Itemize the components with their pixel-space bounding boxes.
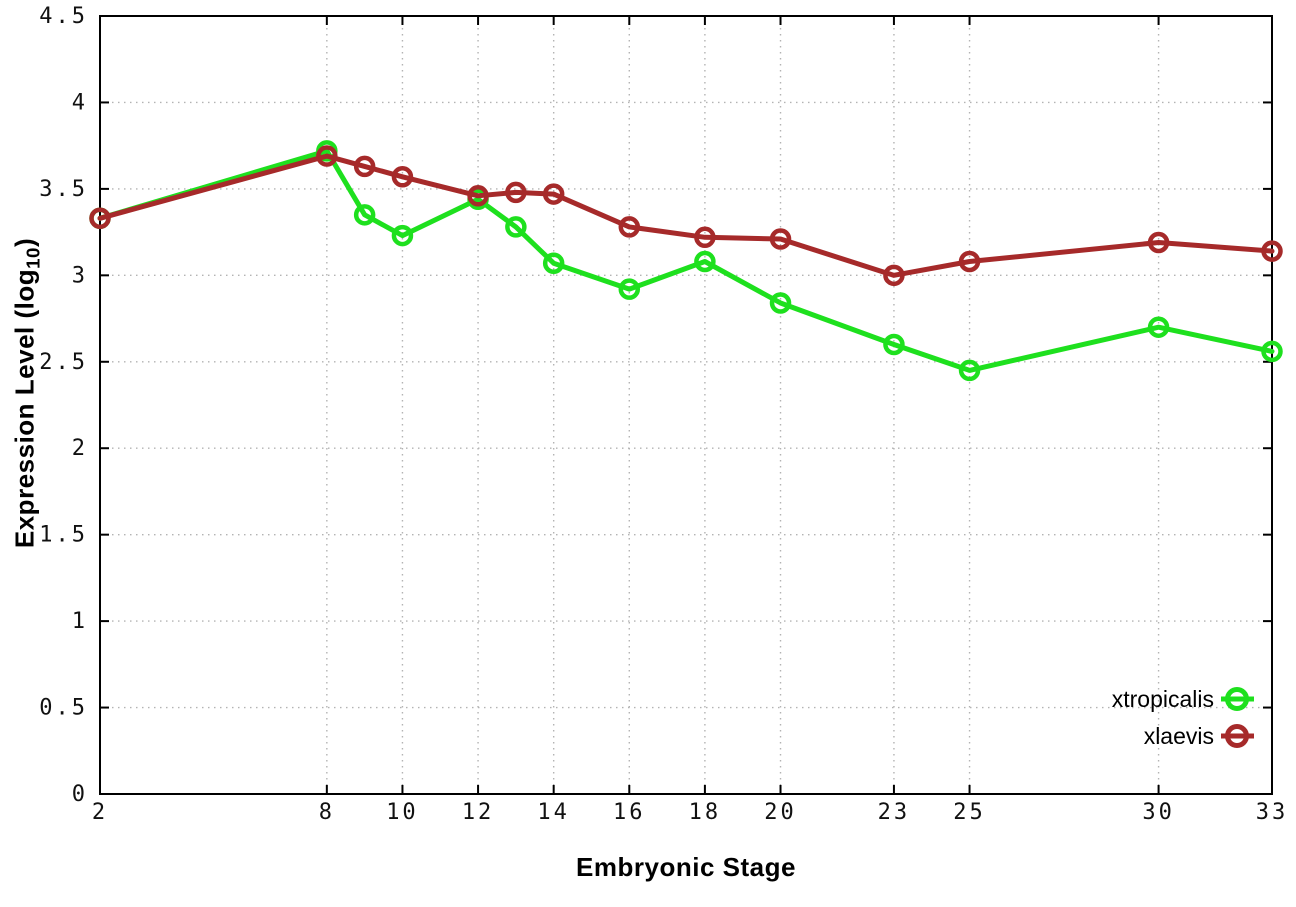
y-tick-label: 1.5: [39, 523, 88, 548]
x-tick-label: 12: [462, 800, 495, 825]
y-tick-label: 4.5: [39, 4, 88, 29]
legend-label-xtropicalis: xtropicalis: [1112, 686, 1214, 712]
data-point-xlaevis: [1147, 231, 1170, 254]
data-point-xtropicalis: [694, 250, 716, 273]
legend-marker-xlaevis: [1225, 724, 1249, 748]
data-point-xtropicalis: [505, 216, 527, 238]
x-tick-label: 25: [953, 800, 986, 825]
y-axis-title-text: Expression Level (log: [9, 268, 40, 549]
data-point-xlaevis: [316, 145, 338, 167]
x-tick-label: 33: [1256, 800, 1289, 825]
y-tick-label: 1: [72, 609, 88, 634]
data-point-xlaevis: [1261, 240, 1283, 262]
y-axis-title-subscript: 10: [22, 247, 44, 269]
y-tick-label: 3.5: [39, 177, 88, 202]
data-point-xlaevis: [467, 185, 489, 207]
data-point-xtropicalis: [883, 333, 905, 356]
legend-label-xlaevis: xlaevis: [1144, 723, 1214, 749]
y-tick-label: 2.5: [39, 350, 88, 375]
data-point-xtropicalis: [769, 292, 792, 314]
data-point-xlaevis: [353, 155, 376, 178]
x-tick-label: 8: [319, 800, 335, 825]
data-point-xtropicalis: [353, 204, 376, 226]
data-point-xlaevis: [883, 264, 905, 287]
data-point-xlaevis: [769, 228, 792, 250]
data-point-xtropicalis: [1147, 316, 1170, 338]
legend-marker-xtropicalis: [1225, 687, 1249, 711]
data-point-xlaevis: [542, 183, 565, 205]
y-axis-title: Expression Level (log10): [9, 238, 44, 548]
x-tick-label: 18: [689, 800, 722, 825]
data-point-xlaevis: [391, 166, 414, 188]
x-tick-label: 10: [386, 800, 419, 825]
data-point-xlaevis: [89, 207, 111, 230]
data-point-xtropicalis: [958, 359, 981, 382]
x-tick-label: 2: [92, 800, 108, 825]
series-line-xtropicalis: [97, 148, 1275, 373]
x-tick-label: 23: [878, 800, 911, 825]
data-point-xlaevis: [958, 250, 981, 273]
data-point-xtropicalis: [542, 252, 565, 274]
data-point-xlaevis: [694, 226, 716, 249]
data-point-xtropicalis: [618, 278, 641, 300]
data-point-xtropicalis: [391, 224, 414, 247]
y-tick-label: 2: [72, 436, 88, 461]
y-tick-label: 0: [72, 782, 88, 807]
x-tick-label: 30: [1142, 800, 1175, 825]
x-axis-title: Embryonic Stage: [576, 852, 796, 882]
y-tick-label: 4: [72, 90, 88, 115]
y-tick-label: 3: [72, 263, 88, 288]
data-point-xlaevis: [505, 181, 527, 204]
plot-border: [99, 15, 1273, 795]
data-point-xlaevis: [618, 216, 641, 238]
x-tick-label: 20: [764, 800, 797, 825]
y-axis-title-close: ): [9, 237, 40, 248]
data-point-xtropicalis: [1261, 340, 1283, 363]
x-tick-label: 14: [537, 800, 570, 825]
x-tick-label: 16: [613, 800, 646, 825]
series-line-xlaevis: [97, 153, 1275, 278]
y-tick-label: 0.5: [39, 696, 88, 721]
